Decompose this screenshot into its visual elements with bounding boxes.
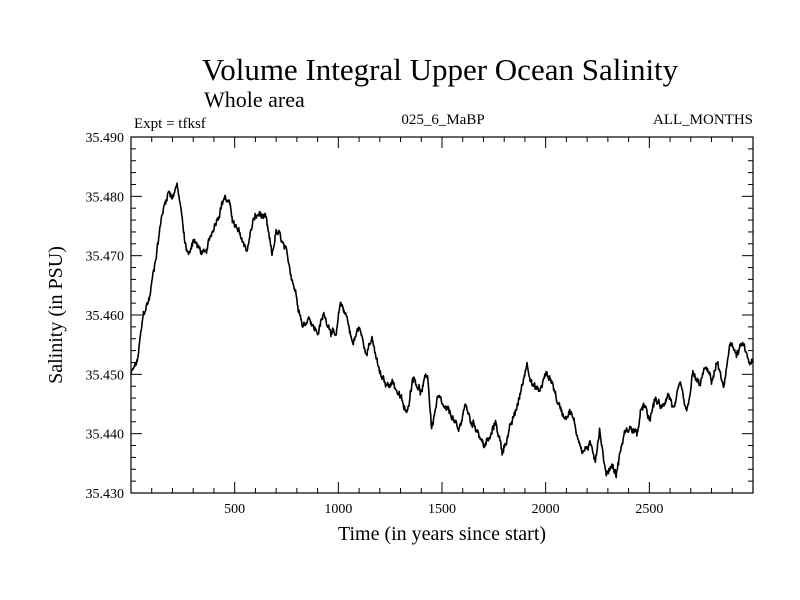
x-tick-label: 1500	[428, 502, 456, 517]
y-tick-label: 35.430	[86, 487, 125, 502]
x-tick-label: 2500	[635, 502, 663, 517]
chart-subtitle: Whole area	[204, 87, 305, 112]
salinity-series-line	[130, 182, 754, 479]
x-tick-label: 1000	[324, 502, 352, 517]
x-tick-label: 500	[224, 502, 245, 517]
y-tick-label: 35.470	[86, 250, 125, 265]
x-axis-label: Time (in years since start)	[338, 523, 546, 545]
y-tick-label: 35.490	[86, 131, 125, 146]
months-label: ALL_MONTHS	[653, 112, 753, 128]
y-axis: 35.430 35.440 35.450 35.460 35.470 35.480 35.4…	[86, 131, 753, 502]
y-tick-label: 35.480	[86, 190, 125, 205]
y-tick-label: 35.450	[86, 368, 125, 383]
y-tick-label: 35.440	[86, 428, 125, 443]
chart-title: Volume Integral Upper Ocean Salinity	[202, 52, 679, 87]
y-axis-label: Salinity (in PSU)	[45, 246, 67, 384]
y-tick-label: 35.460	[86, 309, 125, 324]
run-label: 025_6_MaBP	[401, 112, 484, 128]
x-axis: 500 1000 1500 2000 2500	[151, 137, 733, 517]
x-tick-label: 2000	[532, 502, 560, 517]
plot-frame	[130, 136, 754, 494]
expt-label: Expt = tfksf	[134, 116, 206, 132]
